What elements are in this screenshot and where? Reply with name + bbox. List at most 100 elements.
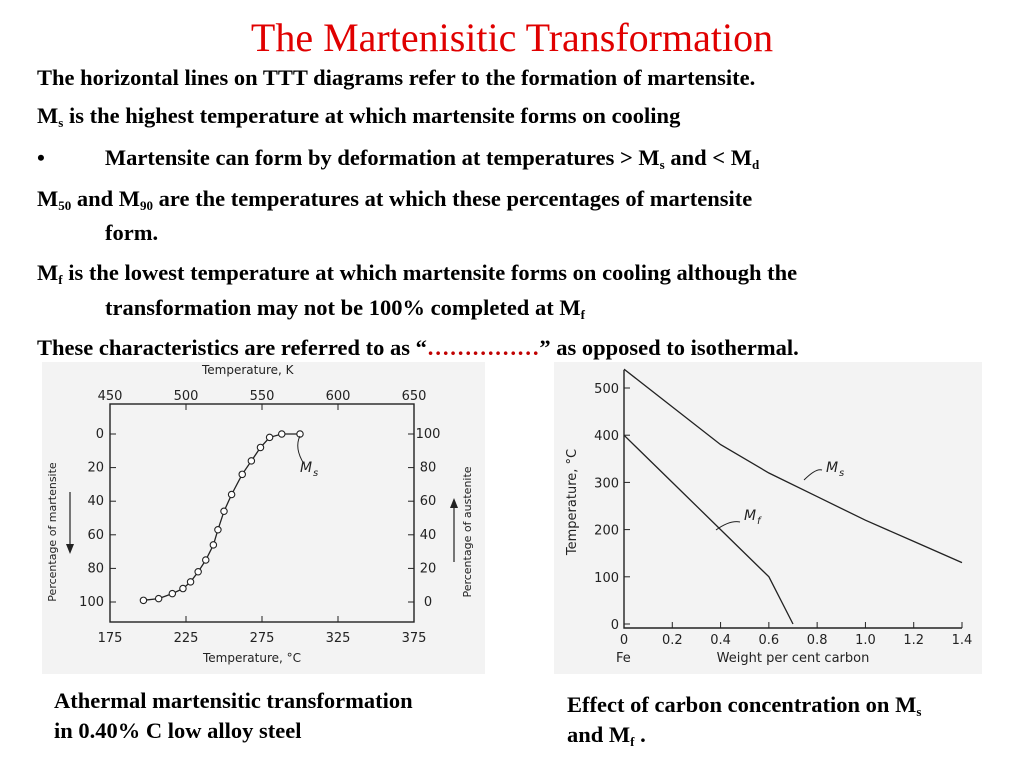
- md-subscript: d: [751, 157, 760, 172]
- x-tick-label: 325: [326, 631, 351, 646]
- x-tick-label: 0.6: [759, 633, 780, 648]
- m50-subscript: 50: [58, 198, 72, 213]
- x-tick-label: 0: [620, 633, 628, 648]
- top-tick-label: 550: [250, 389, 275, 404]
- data-point: [278, 430, 286, 438]
- x-tick-label: 1.0: [855, 633, 876, 648]
- carbon-effect-plot: 0 100 200 300 400 500 Temperature, °C 0 0.2 0.4 0.…: [565, 368, 973, 666]
- left-tick-label: 0: [96, 427, 104, 442]
- line-5-text: form.: [105, 220, 159, 245]
- right-caption-end: .: [634, 722, 646, 747]
- x-tick-label: 225: [174, 631, 199, 646]
- y-tick-label: 400: [594, 429, 619, 444]
- right-tick-label: 100: [416, 427, 441, 442]
- line-8-text-b: ” as opposed to isothermal.: [539, 335, 799, 360]
- top-tick-label: 650: [402, 389, 427, 404]
- x-tick-label: 175: [98, 631, 123, 646]
- line-4-text-a: and M: [71, 186, 141, 211]
- data-point: [247, 457, 256, 465]
- data-point: [220, 507, 228, 516]
- left-tick-label: 20: [87, 461, 104, 476]
- y-tick-label: 300: [594, 476, 619, 491]
- carbon-effect-chart: 0 100 200 300 400 500 Temperature, °C 0 0.2 0.4 0.…: [554, 362, 982, 674]
- ms-annotation-sub: s: [313, 468, 318, 479]
- text-line-5: form.: [37, 217, 158, 249]
- right-tick-label: 0: [424, 595, 432, 610]
- top-tick-label: 450: [98, 389, 123, 404]
- ms-subscript: s: [916, 704, 922, 719]
- text-line-1: The horizontal lines on TTT diagrams ref…: [37, 62, 755, 94]
- line-8-text-a: These characteristics are referred to as…: [37, 335, 427, 360]
- line-2-text: is the highest temperature at which mart…: [63, 103, 681, 128]
- right-caption-line-2: and Mf .: [567, 720, 921, 750]
- data-point: [179, 584, 187, 593]
- x-tick-label: 1.4: [952, 633, 973, 648]
- y-tick-label: 100: [594, 571, 619, 586]
- mf-subscript: f: [580, 307, 585, 322]
- x-tick-label: 375: [402, 631, 427, 646]
- left-caption-line-1: Athermal martensitic transformation: [54, 688, 413, 713]
- bullet: •: [37, 145, 45, 170]
- right-axis-title: Percentage of austenite: [461, 466, 474, 597]
- y-tick-label: 500: [594, 382, 619, 397]
- martensite-percentage-plot: 175 225 275 325 375 Temperature, °C 450 500 550 6…: [46, 363, 474, 665]
- left-tick-label: 40: [87, 494, 104, 509]
- data-point: [265, 433, 274, 442]
- x-tick-label: 0.4: [710, 633, 731, 648]
- data-point: [194, 568, 202, 576]
- mf-symbol: M: [37, 260, 59, 285]
- right-tick-label: 20: [420, 561, 437, 576]
- ms-annotation: M: [300, 460, 312, 476]
- data-point: [214, 526, 222, 534]
- line-6-text: is the lowest temperature at which marte…: [62, 260, 798, 285]
- slide-title: The Martenisitic Transformation: [250, 15, 774, 60]
- x-tick-label: 275: [250, 631, 275, 646]
- mf-subscript: f: [630, 734, 635, 749]
- series-label-ms: M: [826, 460, 838, 476]
- right-caption-line-1: Effect of carbon concentration on Ms: [567, 690, 921, 720]
- series-line-ms: [623, 368, 963, 564]
- line-3-text: Martensite can form by deformation at te…: [104, 145, 660, 170]
- martensite-percentage-chart: 175 225 275 325 375 Temperature, °C 450 500 550 6…: [42, 362, 485, 674]
- left-tick-label: 100: [79, 595, 104, 610]
- blank-dots: ……………: [426, 335, 540, 360]
- x-tick-label: 0.2: [662, 633, 683, 648]
- martensite-curve: [143, 433, 300, 601]
- left-caption-line-2: in 0.40% C low alloy steel: [54, 718, 302, 743]
- series-pointer-mf: [715, 521, 741, 531]
- x-axis-title: Weight per cent carbon: [717, 651, 870, 666]
- series-label-sub-ms: s: [839, 468, 844, 479]
- data-point: [202, 556, 210, 564]
- text-line-7: transformation may not be 100% completed…: [37, 292, 585, 324]
- up-arrow-head: [450, 498, 458, 508]
- y-axis-title: Temperature, °C: [565, 449, 580, 556]
- text-line-3: • Martensite can form by deformation at t…: [37, 142, 759, 174]
- text-line-8: These characteristics are referred to as…: [37, 332, 799, 364]
- series-label-sub-mf: f: [757, 516, 762, 527]
- left-tick-label: 80: [87, 561, 104, 576]
- ms-pointer: [297, 435, 305, 465]
- line-1-text: The horizontal lines on TTT diagrams ref…: [37, 65, 756, 90]
- data-point: [209, 541, 218, 549]
- right-caption-text-b: and M: [567, 722, 631, 747]
- x-tick-label: 0.8: [807, 633, 828, 648]
- data-point: [139, 596, 148, 605]
- text-line-2: Ms is the highest temperature at which m…: [37, 100, 680, 132]
- data-point: [154, 594, 163, 603]
- fe-label: Fe: [616, 651, 631, 666]
- top-tick-label: 600: [326, 389, 351, 404]
- right-caption: Effect of carbon concentration on Ms and…: [567, 690, 921, 750]
- data-point: [296, 430, 304, 438]
- ms-subscript: s: [58, 115, 64, 130]
- y-tick-label: 200: [594, 524, 619, 539]
- data-point: [238, 470, 246, 479]
- left-tick-label: 60: [87, 528, 104, 543]
- series-label-mf: M: [744, 508, 756, 524]
- line-7-text: transformation may not be 100% completed…: [105, 295, 581, 320]
- text-line-6: Mf is the lowest temperature at which ma…: [37, 257, 797, 289]
- line-3-text-b: and < M: [664, 145, 752, 170]
- right-caption-text: Effect of carbon concentration on M: [567, 692, 917, 717]
- right-tick-label: 40: [420, 528, 437, 543]
- ms-symbol: M: [37, 103, 59, 128]
- plot-frame: [109, 403, 415, 623]
